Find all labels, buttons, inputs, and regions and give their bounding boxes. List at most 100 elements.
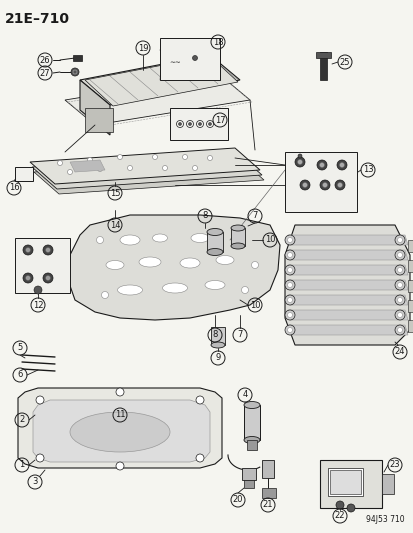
Polygon shape [287,235,407,245]
Circle shape [294,157,304,167]
Polygon shape [407,240,413,252]
Bar [327,468,362,496]
Text: 19: 19 [138,44,148,52]
Circle shape [26,247,31,253]
Polygon shape [65,75,249,125]
Circle shape [297,159,302,165]
Text: 17: 17 [214,116,225,125]
Ellipse shape [162,283,187,293]
Bar [242,468,255,480]
Ellipse shape [152,234,167,242]
Polygon shape [407,280,413,292]
Ellipse shape [106,261,124,270]
Text: 94J53 710: 94J53 710 [366,515,404,524]
Circle shape [251,262,258,269]
Circle shape [178,123,181,125]
Text: 25: 25 [339,58,349,67]
Polygon shape [287,325,407,335]
Text: 26: 26 [40,55,50,64]
Circle shape [192,55,197,61]
Polygon shape [284,225,409,345]
Ellipse shape [206,248,223,255]
Bar [211,327,224,345]
Bar [247,440,256,450]
Circle shape [339,163,344,167]
Text: 5: 5 [17,343,23,352]
Bar [261,460,273,478]
Circle shape [297,154,301,158]
Text: 6: 6 [17,370,23,379]
Circle shape [337,182,342,188]
Circle shape [116,462,124,470]
Circle shape [394,265,404,275]
Circle shape [284,310,294,320]
Text: 23: 23 [389,461,399,470]
Circle shape [195,454,204,462]
Circle shape [346,504,354,512]
Circle shape [287,238,292,243]
Ellipse shape [206,229,223,236]
Polygon shape [32,153,261,189]
Ellipse shape [70,412,170,452]
Text: 24: 24 [394,348,404,357]
Circle shape [299,180,309,190]
Polygon shape [68,215,279,320]
Text: 18: 18 [212,37,223,46]
Ellipse shape [204,280,224,289]
Circle shape [208,123,211,125]
Circle shape [287,282,292,287]
Circle shape [319,163,324,167]
Polygon shape [287,310,407,320]
Circle shape [45,276,50,280]
Bar [329,470,360,494]
Ellipse shape [211,342,224,348]
Polygon shape [18,388,221,468]
Circle shape [195,396,204,404]
Circle shape [396,282,401,287]
Circle shape [57,160,62,166]
Polygon shape [407,260,413,272]
Bar [230,228,244,246]
Text: 20: 20 [232,496,243,505]
Circle shape [36,454,44,462]
Circle shape [26,276,31,280]
Bar [319,52,326,80]
Text: 3: 3 [32,478,38,487]
Circle shape [394,280,404,290]
Ellipse shape [243,437,259,443]
Bar [159,38,219,80]
Text: 13: 13 [362,166,373,174]
Polygon shape [287,250,407,260]
Text: ∼∼: ∼∼ [169,59,180,65]
Circle shape [394,250,404,260]
Text: 11: 11 [114,410,125,419]
Ellipse shape [230,225,244,231]
Circle shape [34,286,42,294]
Circle shape [302,182,307,188]
Text: 7: 7 [237,330,242,340]
Circle shape [396,312,401,318]
Circle shape [127,166,132,171]
Circle shape [284,235,294,245]
Circle shape [284,250,294,260]
Text: 2: 2 [19,416,24,424]
Text: 9: 9 [215,353,220,362]
Circle shape [394,235,404,245]
Polygon shape [85,108,113,132]
Polygon shape [80,55,240,105]
Circle shape [188,123,191,125]
Ellipse shape [117,285,142,295]
Circle shape [396,238,401,243]
Circle shape [182,155,187,159]
Circle shape [316,160,326,170]
Polygon shape [407,320,413,332]
Ellipse shape [120,235,140,245]
Circle shape [97,166,102,172]
Polygon shape [287,295,407,305]
Circle shape [284,295,294,305]
Text: 16: 16 [9,183,19,192]
Polygon shape [34,158,263,194]
Bar [15,167,33,181]
Text: 8: 8 [202,212,207,221]
Bar [243,480,254,488]
